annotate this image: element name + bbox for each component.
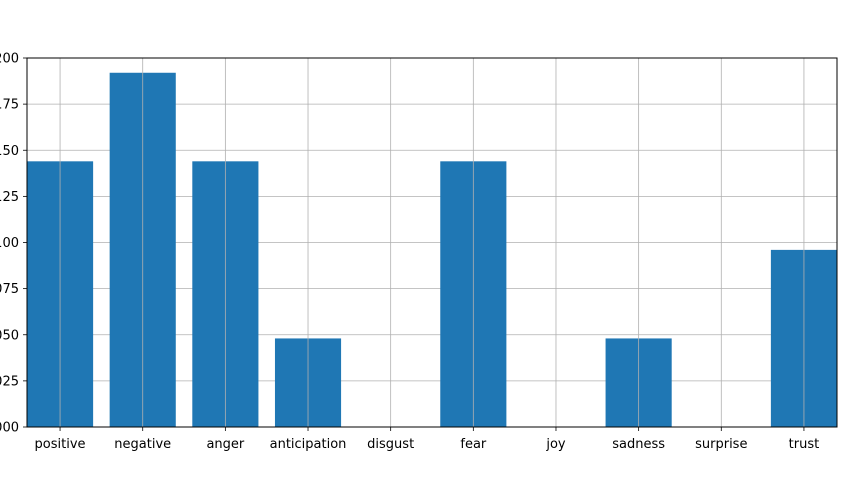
- x-tick-label-sadness: sadness: [612, 437, 665, 452]
- x-tick-label-joy: joy: [545, 437, 566, 452]
- x-tick-label-negative: negative: [114, 437, 171, 452]
- y-tick-label: 075: [0, 282, 19, 297]
- x-tick-label-fear: fear: [460, 437, 487, 452]
- y-tick-labels: 000 025 050 075 100 125 150 175 200: [0, 52, 27, 436]
- x-tick-label-surprise: surprise: [695, 437, 747, 452]
- y-tick-label: 125: [0, 190, 19, 205]
- x-tick-labels: positive negative anger anticipation disgust…: [35, 427, 820, 452]
- x-tick-label-trust: trust: [789, 437, 820, 452]
- x-tick-label-anticipation: anticipation: [270, 437, 347, 452]
- bars: [27, 72, 837, 427]
- x-tick-label-anger: anger: [206, 437, 244, 452]
- y-tick-label: 150: [0, 144, 19, 159]
- y-tick-label: 050: [0, 328, 19, 343]
- y-tick-label: 200: [0, 52, 19, 67]
- y-tick-label: 025: [0, 374, 19, 389]
- x-tick-label-positive: positive: [35, 437, 86, 452]
- y-tick-label: 100: [0, 236, 19, 251]
- vertical-grid-lines: [59, 58, 805, 427]
- y-tick-label: 175: [0, 98, 19, 113]
- x-tick-label-disgust: disgust: [367, 437, 414, 452]
- y-tick-label: 000: [0, 421, 19, 436]
